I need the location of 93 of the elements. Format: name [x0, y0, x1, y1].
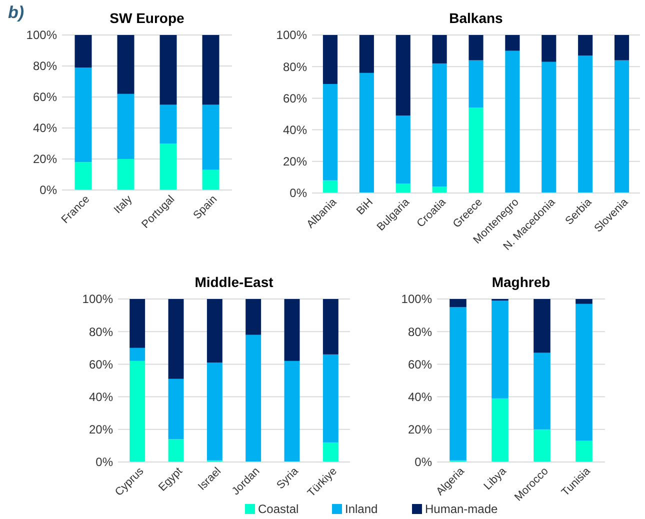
bar — [322, 299, 338, 354]
y-tick-label: 100% — [26, 28, 58, 42]
bar — [396, 35, 410, 116]
bar — [74, 35, 92, 68]
y-tick-label: 60% — [282, 91, 308, 106]
bar — [576, 299, 592, 304]
bar — [117, 35, 134, 94]
chart-title: Middle-East — [194, 274, 274, 290]
bar — [396, 116, 410, 184]
legend-label: Human-made — [425, 502, 498, 516]
bar — [284, 360, 300, 462]
bar — [160, 35, 177, 105]
bar — [206, 299, 222, 363]
bar — [505, 35, 520, 51]
x-tick-label: Italy — [112, 193, 135, 216]
bar — [246, 299, 262, 335]
bar — [432, 63, 447, 187]
bar — [614, 60, 630, 193]
y-tick-label: 0% — [290, 186, 308, 200]
bar — [202, 35, 220, 105]
y-tick-label: 60% — [32, 90, 58, 104]
y-tick-label: 100% — [276, 28, 308, 42]
y-tick-label: 80% — [408, 324, 432, 339]
y-tick-label: 40% — [282, 123, 308, 137]
bar — [206, 362, 222, 460]
y-tick-label: 80% — [282, 60, 308, 74]
bar — [578, 56, 593, 193]
bar — [492, 398, 508, 462]
y-tick-label: 40% — [408, 390, 432, 404]
bar — [578, 35, 593, 56]
bar — [322, 180, 338, 193]
bar — [168, 378, 184, 440]
text: b) — [8, 3, 24, 22]
y-tick-label: 80% — [88, 324, 114, 339]
y-tick-label: 100% — [82, 292, 114, 306]
bar — [322, 84, 338, 180]
bar — [576, 304, 592, 441]
y-tick-label: 0% — [40, 183, 58, 198]
y-tick-label: 0% — [414, 455, 432, 470]
chart-title: Balkans — [449, 10, 504, 26]
bar — [542, 35, 556, 62]
bar — [74, 162, 92, 190]
bar — [359, 72, 374, 193]
bar — [542, 62, 556, 193]
bar — [284, 299, 300, 361]
bar — [168, 299, 184, 379]
y-tick-label: 60% — [88, 357, 114, 372]
bar — [432, 35, 447, 64]
y-tick-label: 40% — [88, 390, 114, 404]
y-tick-label: 20% — [408, 422, 432, 437]
bar — [160, 104, 177, 144]
bar — [130, 360, 146, 462]
legend-label: Inland — [345, 502, 378, 516]
bar — [74, 68, 92, 162]
y-tick-label: 20% — [88, 422, 114, 437]
bar — [117, 159, 134, 190]
bar — [359, 35, 374, 73]
bar — [246, 334, 262, 462]
chart-title: SW Europe — [110, 10, 185, 26]
bar — [117, 94, 134, 159]
bar — [450, 307, 466, 460]
y-tick-label: 60% — [408, 357, 432, 372]
bar — [492, 300, 508, 398]
y-tick-label: 20% — [282, 154, 308, 169]
bar — [130, 299, 146, 348]
x-tick-label: BiH — [354, 196, 376, 218]
bar — [322, 35, 338, 84]
bar — [160, 144, 177, 190]
bar — [396, 184, 410, 193]
bar — [130, 348, 146, 361]
bar — [468, 60, 484, 108]
bar — [322, 354, 338, 442]
bar — [576, 440, 592, 462]
bar — [534, 299, 550, 353]
bar — [432, 186, 447, 193]
bar — [534, 429, 550, 462]
bar — [614, 35, 630, 60]
bar — [534, 352, 550, 430]
bar — [468, 35, 484, 60]
chart-title: Maghreb — [492, 274, 550, 290]
bar — [168, 439, 184, 462]
y-tick-label: 20% — [32, 152, 58, 166]
bar — [468, 108, 484, 193]
y-tick-label: 80% — [32, 59, 58, 74]
y-tick-label: 100% — [401, 292, 432, 306]
y-tick-label: 40% — [32, 121, 58, 136]
legend-label: Coastal — [258, 502, 299, 516]
bar — [322, 442, 338, 462]
y-tick-label: 0% — [96, 455, 114, 470]
bar — [505, 50, 520, 193]
bar — [202, 104, 220, 170]
bar — [202, 170, 220, 190]
bar — [450, 299, 466, 308]
